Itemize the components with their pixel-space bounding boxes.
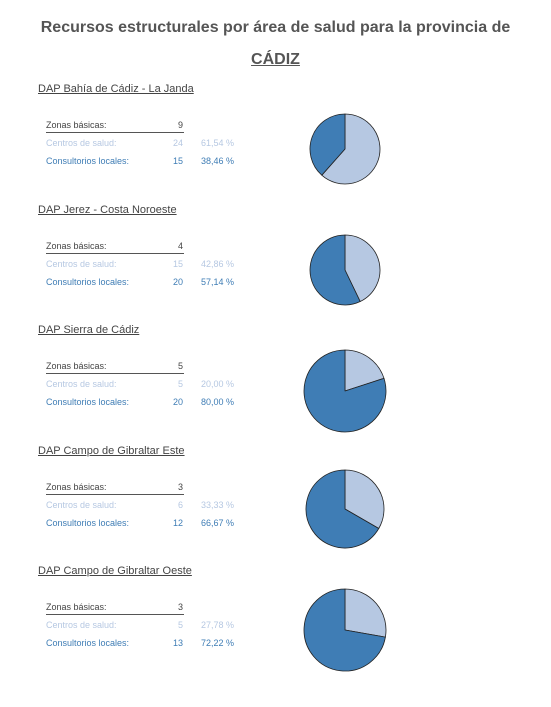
zonas-value: 3 (177, 602, 183, 612)
consultorios-label: Consultorios locales: (46, 397, 130, 407)
divider (46, 373, 184, 374)
zonas-label: Zonas básicas: (46, 482, 107, 492)
divider (46, 253, 184, 254)
consultorios-label: Consultorios locales: (46, 638, 130, 648)
zonas-value: 9 (177, 120, 183, 130)
zonas-label: Zonas básicas: (46, 602, 107, 612)
consultorios-value: 20 (172, 397, 183, 407)
divider (46, 132, 184, 133)
area-section: DAP Jerez - Costa Noroeste Zonas básicas… (0, 204, 551, 324)
centros-percent: 33,33 % (201, 500, 235, 510)
province-name: CÁDIZ (251, 51, 300, 68)
consultorios-percent: 72,22 % (201, 638, 235, 648)
centros-value: 5 (177, 379, 183, 389)
centros-label: Centros de salud: (46, 259, 117, 269)
area-title: DAP Campo de Gibraltar Oeste (38, 565, 192, 577)
centros-percent: 42,86 % (201, 259, 235, 269)
zonas-value: 4 (177, 241, 183, 251)
area-title: DAP Bahía de Cádiz - La Janda (38, 83, 194, 95)
consultorios-label: Consultorios locales: (46, 518, 130, 528)
consultorios-label: Consultorios locales: (46, 156, 130, 166)
area-section: DAP Sierra de Cádiz Zonas básicas: 5 Cen… (0, 324, 551, 444)
centros-label: Centros de salud: (46, 500, 117, 510)
consultorios-percent: 38,46 % (201, 156, 235, 166)
consultorios-percent: 66,67 % (201, 518, 235, 528)
consultorios-value: 15 (172, 156, 183, 166)
consultorios-percent: 80,00 % (201, 397, 235, 407)
zonas-value: 5 (177, 361, 183, 371)
consultorios-value: 12 (172, 518, 183, 528)
area-section: DAP Campo de Gibraltar Este Zonas básica… (0, 445, 551, 565)
centros-value: 24 (172, 138, 183, 148)
consultorios-label: Consultorios locales: (46, 277, 130, 287)
area-title: DAP Jerez - Costa Noroeste (38, 204, 177, 216)
page-title: Recursos estructurales por área de salud… (40, 19, 511, 36)
consultorios-percent: 57,14 % (201, 277, 235, 287)
centros-value: 15 (172, 259, 183, 269)
area-title: DAP Sierra de Cádiz (38, 324, 140, 336)
divider (46, 614, 184, 615)
centros-percent: 27,78 % (201, 620, 235, 630)
centros-value: 5 (177, 620, 183, 630)
area-section: DAP Bahía de Cádiz - La Janda Zonas bási… (0, 83, 551, 203)
zonas-label: Zonas básicas: (46, 120, 107, 130)
consultorios-value: 13 (172, 638, 183, 648)
divider (46, 494, 184, 495)
area-title: DAP Campo de Gibraltar Este (38, 445, 185, 457)
centros-value: 6 (177, 500, 183, 510)
centros-percent: 61,54 % (201, 138, 235, 148)
centros-percent: 20,00 % (201, 379, 235, 389)
consultorios-value: 20 (172, 277, 183, 287)
centros-label: Centros de salud: (46, 620, 117, 630)
zonas-label: Zonas básicas: (46, 361, 107, 371)
area-section: DAP Campo de Gibraltar Oeste Zonas básic… (0, 565, 551, 685)
zonas-value: 3 (177, 482, 183, 492)
centros-label: Centros de salud: (46, 379, 117, 389)
zonas-label: Zonas básicas: (46, 241, 107, 251)
centros-label: Centros de salud: (46, 138, 117, 148)
